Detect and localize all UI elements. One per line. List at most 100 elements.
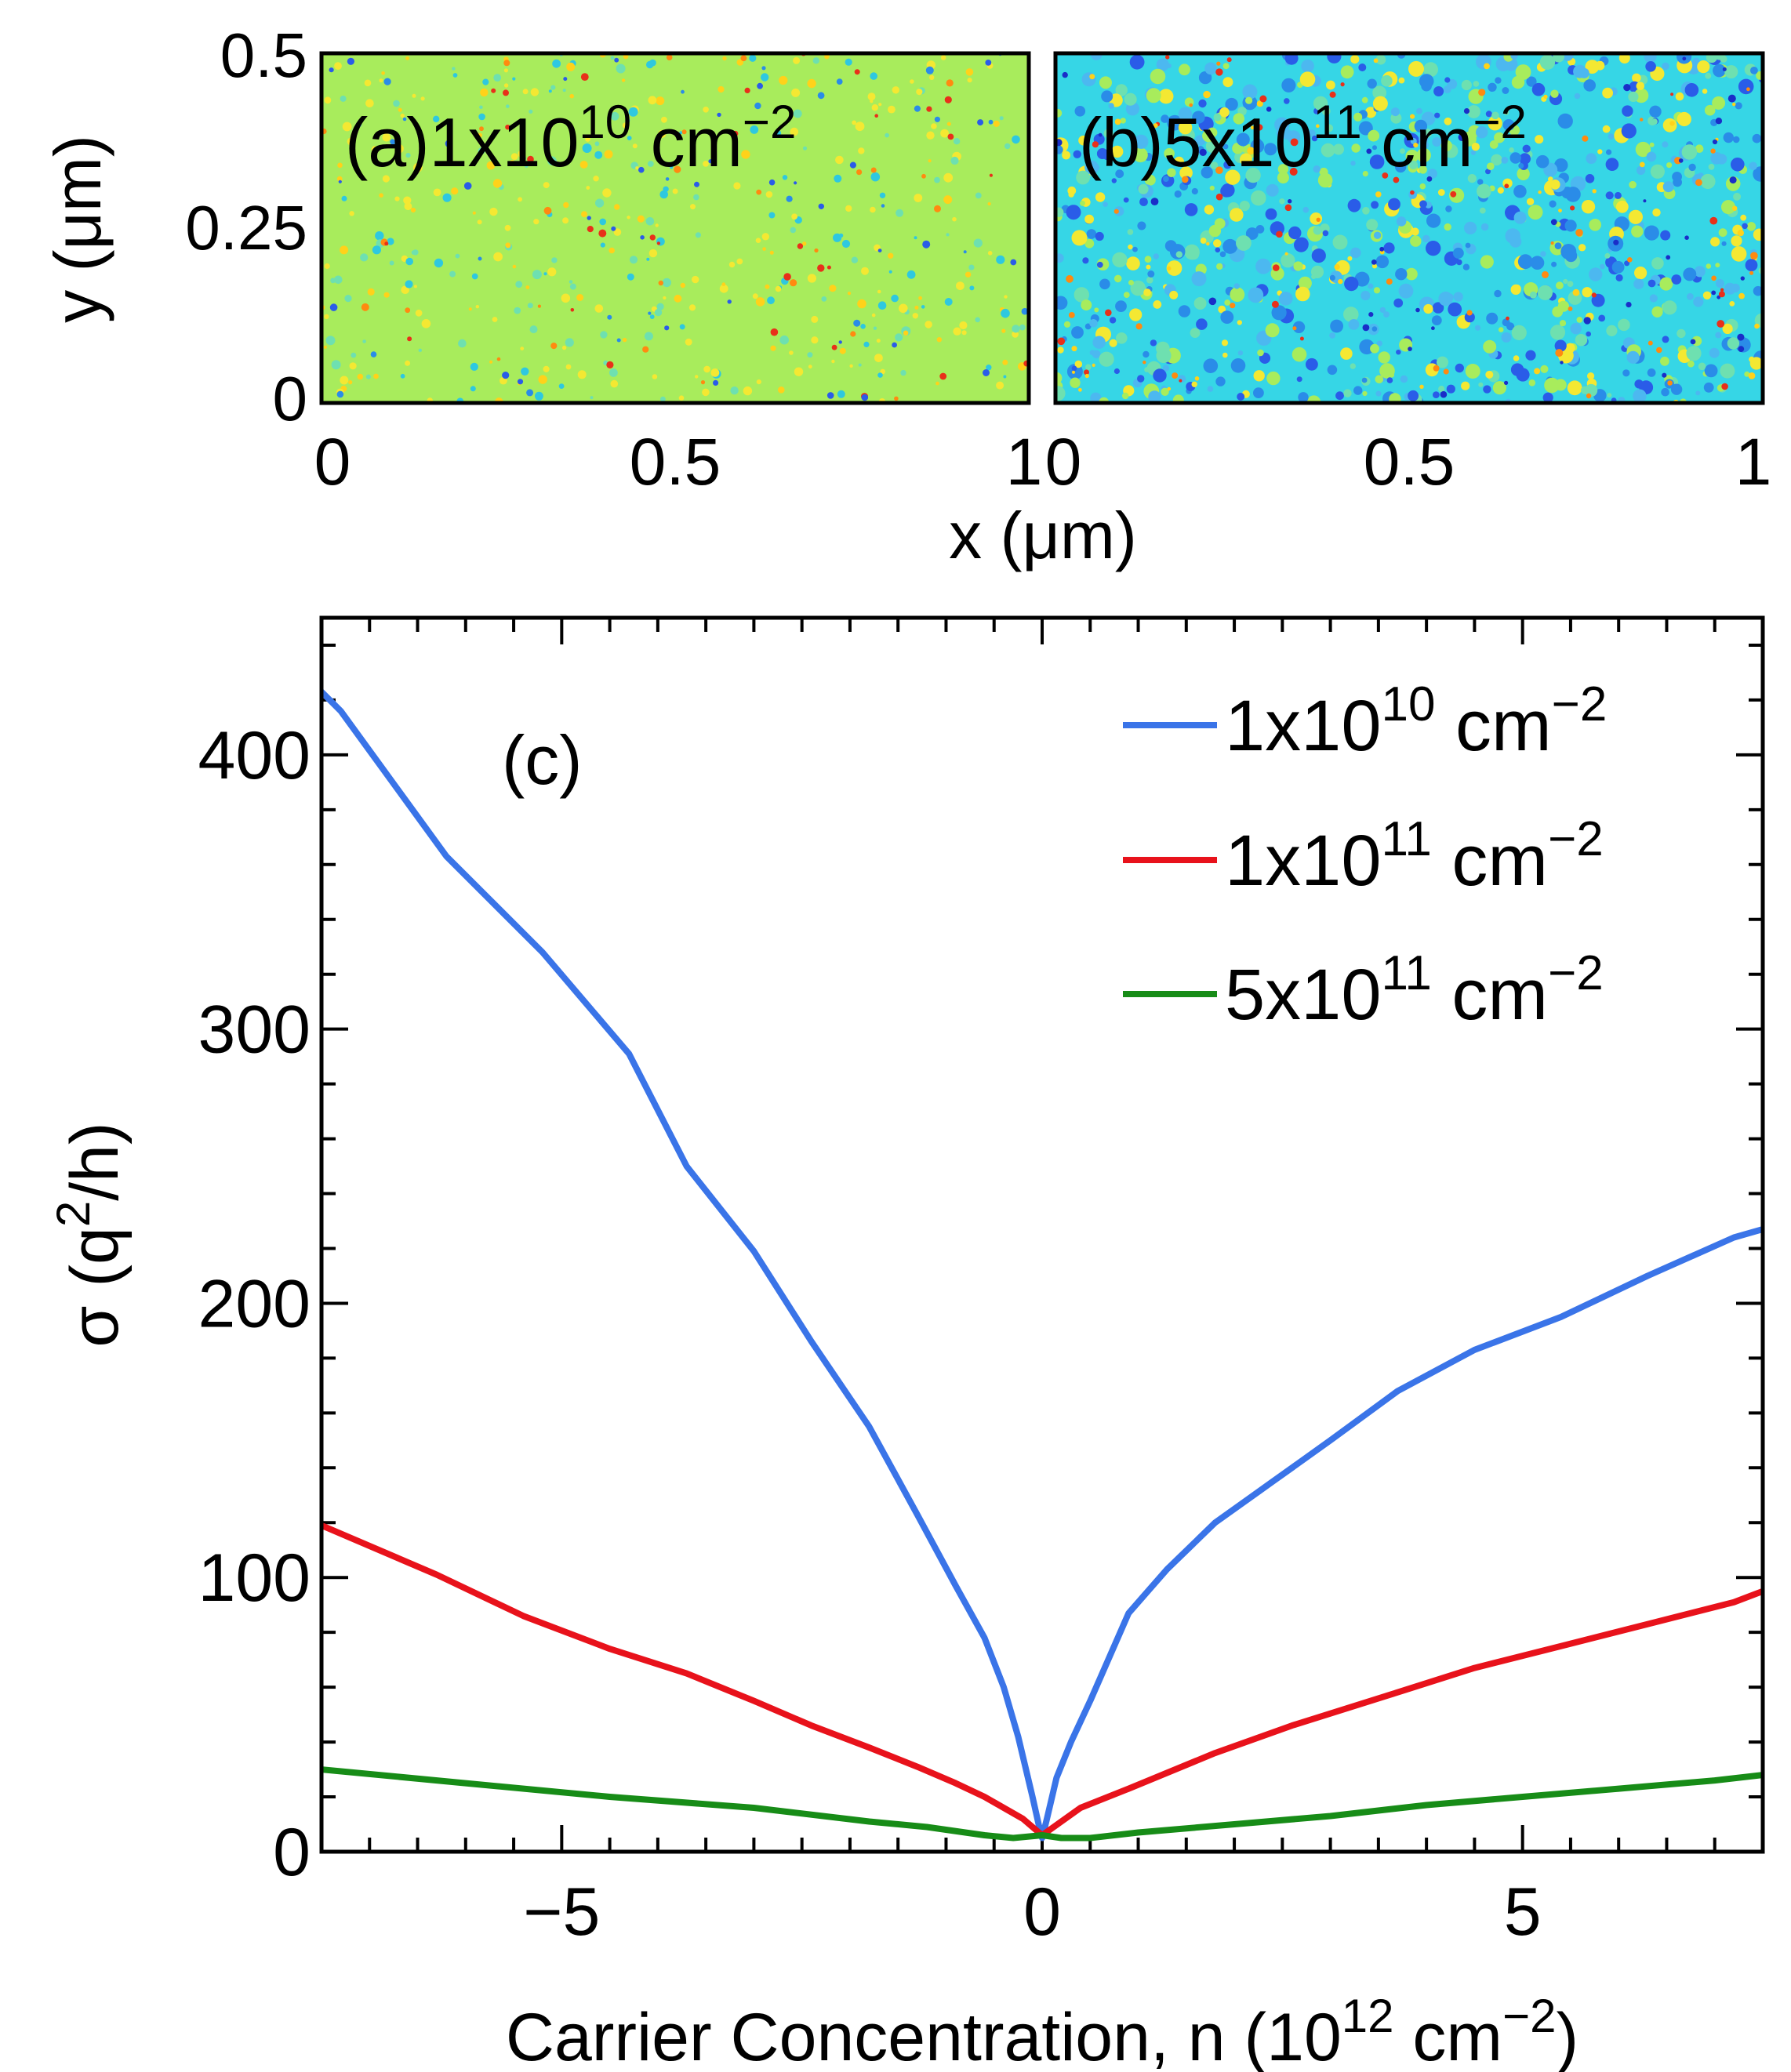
heatmap-speckle — [1089, 74, 1095, 80]
heatmap-speckle — [1450, 191, 1457, 198]
heatmap-speckle — [1295, 286, 1310, 302]
heatmap-speckle — [365, 374, 371, 379]
heatmap-speckle — [1720, 288, 1724, 292]
heatmap-speckle — [660, 396, 666, 402]
heatmap-speckle — [1444, 117, 1452, 125]
heatmap-speckle — [1548, 176, 1553, 182]
heatmap-speckle — [329, 67, 334, 73]
heatmap-speckle — [1544, 377, 1560, 394]
heatmap-speckle — [791, 88, 801, 97]
heatmap-speckle — [895, 333, 903, 342]
heatmap-speckle — [1146, 264, 1151, 270]
heatmap-speckle — [860, 324, 866, 329]
heatmap-speckle — [1651, 257, 1664, 270]
heatmap-speckle — [1731, 158, 1745, 172]
heatmap-speckle — [1648, 340, 1653, 346]
heatmap-speckle — [983, 369, 990, 376]
heatmap-speckle — [1752, 133, 1762, 143]
heatmap-speckle — [492, 317, 498, 322]
heatmap-speckle — [534, 391, 543, 401]
heatmap-speckle — [876, 339, 881, 343]
heatmap-speckle — [1473, 81, 1480, 87]
heatmap-speckle — [1055, 296, 1068, 310]
heatmap-speckle — [679, 324, 685, 330]
heatmap-speckle — [834, 174, 842, 183]
heatmap-speckle — [1353, 386, 1363, 395]
heatmap-speckle — [849, 161, 856, 169]
heatmap-speckle — [1534, 368, 1541, 375]
heatmap-speckle — [926, 106, 932, 112]
heatmap-speckle — [418, 348, 422, 352]
heatmap-speckle — [1081, 299, 1092, 311]
heatmap-speckle — [1467, 105, 1480, 118]
heatmap-speckle — [1480, 223, 1489, 231]
heatmap-speckle — [1113, 368, 1120, 375]
heatmap-speckle — [928, 159, 932, 163]
heatmap-speckle — [1094, 307, 1099, 313]
heatmap-speckle — [1589, 219, 1601, 231]
heatmap-speckle — [382, 175, 390, 183]
heatmap-speckle — [1669, 121, 1675, 126]
heatmap-speckle — [1078, 387, 1082, 392]
heatmap-speckle — [1690, 339, 1696, 345]
heatmap-speckle — [1622, 105, 1633, 117]
heatmap-speckle — [1487, 162, 1495, 170]
heatmap-speckle — [1706, 53, 1718, 64]
heatmap-speckle — [629, 256, 638, 264]
heatmap-speckle — [390, 139, 396, 145]
heatmap-speckle — [1717, 295, 1721, 299]
heatmap-speckle — [470, 386, 476, 392]
heatmap-speckle — [914, 305, 919, 310]
heatmap-speckle — [1578, 244, 1586, 252]
heatmap-speckle — [1237, 393, 1245, 401]
heatmap-speckle — [1554, 339, 1567, 352]
heatmap-speckle — [695, 375, 699, 379]
heatmap-speckle — [1591, 292, 1597, 298]
heatmap-speckle — [1702, 291, 1712, 299]
heatmap-speckle — [1099, 278, 1110, 290]
heatmap-speckle — [509, 159, 515, 165]
heatmap-speckle — [383, 78, 391, 85]
heatmap-speckle — [1753, 166, 1763, 182]
heatmap-speckle — [1253, 387, 1264, 398]
heatmap-speckle — [1230, 358, 1246, 373]
heatmap-speckle — [880, 368, 885, 375]
heatmap-speckle — [1660, 356, 1669, 366]
heatmap-speckle — [1506, 316, 1509, 321]
heatmap-speckle — [1681, 144, 1698, 160]
heatmap-speckle — [1416, 107, 1422, 114]
heatmap-speckle — [626, 118, 630, 123]
heatmap-speckle — [1644, 53, 1657, 64]
heatmap-speckle — [349, 362, 357, 370]
heatmap-speckle — [1567, 380, 1582, 396]
heatmap-speckle — [1128, 244, 1133, 250]
heatmap-speckle — [442, 193, 452, 202]
heatmap-speckle — [1080, 200, 1085, 206]
heatmap-speckle — [1705, 72, 1712, 79]
heatmap-speckle — [1745, 259, 1758, 272]
heatmap-speckle — [478, 256, 482, 261]
heatmap-speckle — [1662, 118, 1677, 132]
heatmap-speckle — [393, 100, 400, 107]
heatmap-speckle — [449, 270, 456, 278]
y-tick-label: 300 — [198, 992, 311, 1068]
heatmap-speckle — [663, 186, 669, 192]
heatmap-speckle — [1147, 270, 1155, 278]
heatmap-speckle — [1237, 350, 1244, 356]
heatmap-speckle — [594, 151, 603, 159]
heatmap-speckle — [877, 372, 883, 378]
heatmap-speckle — [1256, 100, 1263, 107]
heatmap-speckle — [1634, 267, 1648, 280]
heatmap-speckle — [1216, 263, 1223, 270]
heatmap-speckle — [888, 105, 896, 114]
heatmap-speckle — [1092, 141, 1099, 148]
heatmap-speckle — [472, 211, 476, 215]
heatmap-speckle — [382, 133, 391, 142]
heatmap-speckle — [433, 188, 441, 197]
heatmap-speckle — [1084, 160, 1099, 175]
heatmap-speckle — [1515, 64, 1531, 80]
heatmap-speckle — [1551, 261, 1557, 267]
heatmap-speckle — [1132, 246, 1138, 252]
heatmap-speckle — [801, 241, 807, 246]
